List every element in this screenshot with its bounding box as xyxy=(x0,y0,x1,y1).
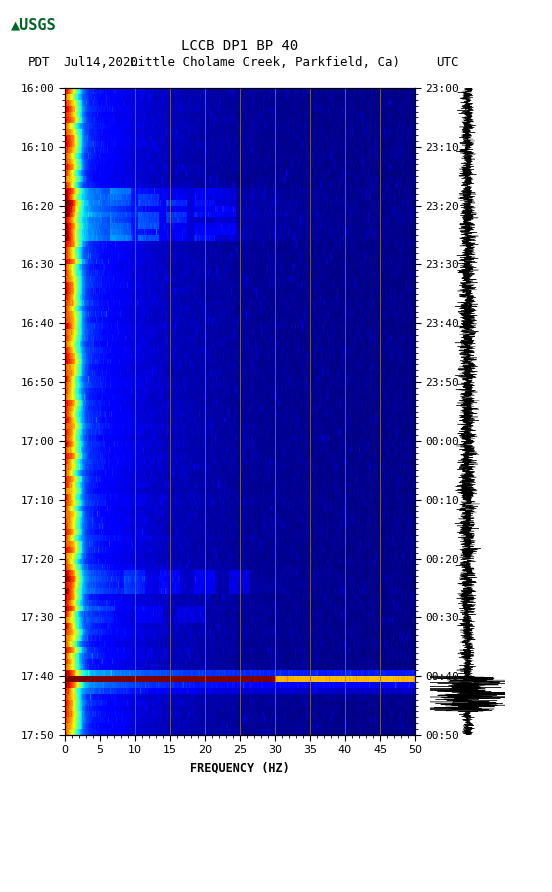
Text: Little Cholame Creek, Parkfield, Ca): Little Cholame Creek, Parkfield, Ca) xyxy=(130,56,400,69)
Text: LCCB DP1 BP 40: LCCB DP1 BP 40 xyxy=(182,39,299,54)
Text: UTC: UTC xyxy=(436,56,459,69)
X-axis label: FREQUENCY (HZ): FREQUENCY (HZ) xyxy=(190,761,290,774)
Text: ▲USGS: ▲USGS xyxy=(11,18,57,33)
Text: Jul14,2020: Jul14,2020 xyxy=(63,56,139,69)
Text: PDT: PDT xyxy=(28,56,50,69)
